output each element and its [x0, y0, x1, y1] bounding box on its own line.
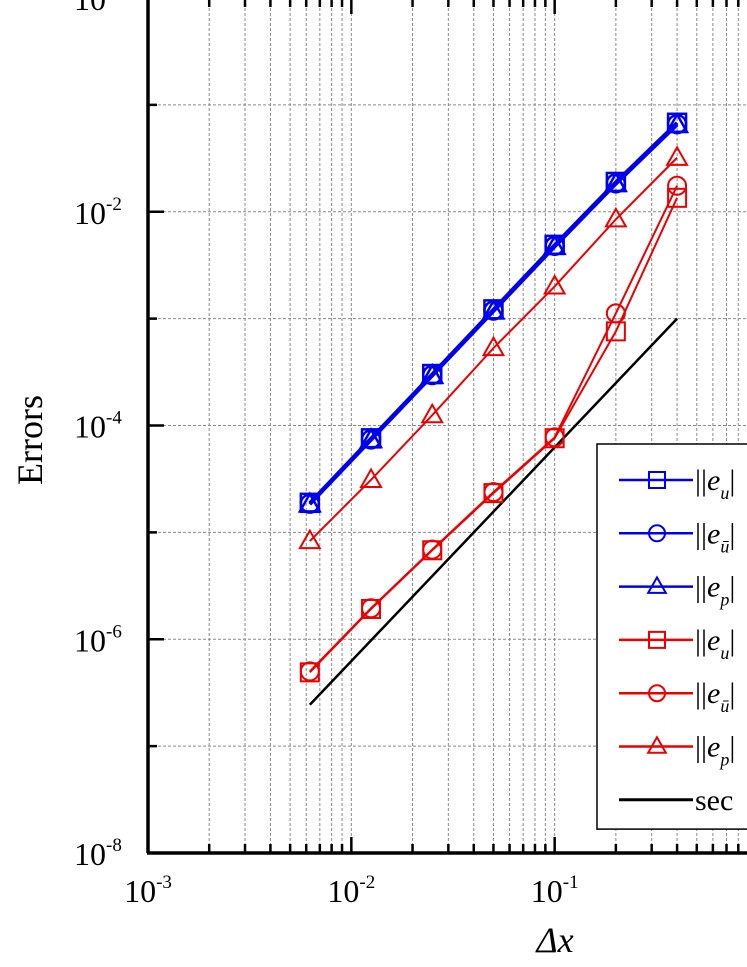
data-point	[422, 539, 443, 560]
legend-item: ||eu|	[619, 624, 735, 663]
data-point	[646, 575, 668, 594]
data-point	[543, 274, 567, 295]
data-point	[420, 362, 445, 385]
data-point	[361, 598, 382, 619]
legend-item: ||eu|	[619, 464, 735, 503]
legend-label: ||eu|	[695, 624, 735, 663]
series-2	[297, 111, 690, 513]
legend-item: ||eū|	[619, 677, 735, 716]
x-tick-label: 10-1	[531, 872, 579, 909]
series-5	[298, 145, 689, 550]
y-tick-label: 10-8	[74, 835, 122, 872]
legend-item: ||ep|	[619, 731, 735, 770]
tick-labels: 10-310-210-1110-810-610-410-2100	[74, 0, 579, 909]
data-point	[542, 233, 567, 256]
data-point	[481, 298, 506, 320]
data-point	[646, 735, 668, 754]
data-point	[648, 471, 666, 489]
data-point	[299, 661, 320, 682]
data-point	[648, 630, 666, 649]
series-line	[308, 317, 678, 706]
legend-item: sec	[619, 784, 733, 817]
series-6	[308, 317, 678, 706]
y-tick-label: 10-2	[74, 194, 122, 231]
data-point	[665, 111, 690, 134]
data-point	[648, 524, 666, 543]
data-point	[420, 402, 444, 424]
data-point	[604, 206, 628, 228]
legend-box	[596, 443, 747, 830]
data-point	[359, 467, 383, 488]
data-point	[298, 528, 322, 550]
series-line	[309, 157, 678, 542]
legend-label: ||eu|	[695, 464, 735, 503]
data-point	[648, 684, 666, 703]
series-layer	[297, 111, 690, 683]
legend-label: sec	[695, 784, 733, 817]
legend-item: ||eū|	[619, 517, 735, 556]
data-point	[665, 145, 689, 166]
data-point	[603, 171, 628, 193]
series-4	[299, 175, 688, 682]
data-point	[544, 427, 565, 448]
legend-label: ||eū|	[695, 677, 735, 716]
data-point	[667, 187, 688, 208]
y-tick-label: 10-4	[74, 408, 122, 445]
legend-label: ||ep|	[695, 731, 735, 770]
x-tick-label: 10-3	[124, 872, 172, 909]
data-point	[358, 427, 384, 449]
legend-label: ||eū|	[695, 517, 735, 556]
data-point	[483, 482, 504, 503]
reference-line-layer	[308, 317, 678, 706]
data-point	[297, 491, 322, 513]
data-point	[667, 175, 688, 196]
legend: ||eu| ||eū| ||ep| ||eu| ||eū| ||ep| sec	[596, 443, 747, 830]
y-tick-label: 100	[74, 0, 116, 17]
x-tick-label: 10-2	[327, 872, 375, 909]
data-point	[605, 303, 626, 324]
legend-item: ||ep|	[619, 571, 735, 610]
data-point	[481, 335, 506, 357]
series-line	[308, 123, 679, 506]
series-line	[309, 185, 678, 673]
x-axis-label: Δx	[534, 920, 573, 960]
legend-label: ||ep|	[695, 571, 735, 610]
ticks	[146, 0, 740, 855]
y-axis-label: Errors	[10, 395, 50, 485]
y-tick-label: 10-6	[74, 621, 122, 658]
